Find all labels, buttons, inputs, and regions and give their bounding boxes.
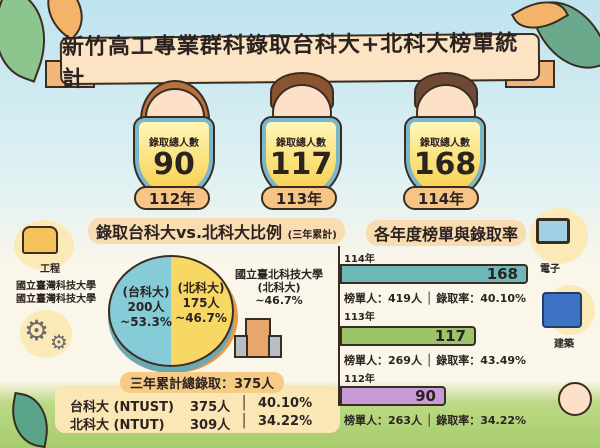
shield-label: 錄取總人數 bbox=[149, 138, 199, 149]
bar-112: 90 bbox=[340, 386, 446, 406]
year-badge: 113年 bbox=[261, 186, 337, 210]
slice-name: (北科大) bbox=[177, 281, 225, 295]
summary-title: 三年累計總錄取：375人 bbox=[120, 372, 285, 393]
ntut-pct: ~46.7% bbox=[255, 294, 303, 307]
slice-count: 200人 bbox=[127, 300, 165, 314]
ntut-abbr: (北科大) bbox=[257, 281, 301, 294]
ntut-name: 國立臺北科技大學 bbox=[235, 268, 323, 281]
gear-icon: ⚙ bbox=[50, 330, 68, 354]
pie-slice-ntust: (台科大) 200人 ~53.3% bbox=[118, 285, 174, 330]
count-shield: 錄取總人數 117 bbox=[260, 116, 342, 200]
building-icon bbox=[234, 335, 248, 358]
ntut-label: 國立臺北科技大學 (北科大) ~46.7% bbox=[235, 268, 323, 307]
building-icon bbox=[245, 318, 271, 358]
bar-year-label: 112年 bbox=[344, 374, 375, 385]
year-badge: 114年 bbox=[403, 186, 479, 210]
bar-stat: 榜單人：419人 │ 錄取率：40.10% bbox=[344, 292, 527, 305]
cheering-kid bbox=[558, 382, 592, 416]
slice-pct: ~46.7% bbox=[175, 311, 227, 325]
gear-icon: ⚙ bbox=[24, 314, 50, 347]
building-icon bbox=[268, 335, 282, 358]
train-icon bbox=[22, 226, 58, 254]
slice-name: (台科大) bbox=[122, 285, 170, 299]
bar-113: 117 bbox=[340, 326, 476, 346]
bar-section-title: 各年度榜單與錄取率 bbox=[366, 220, 527, 246]
count-shield: 錄取總人數 90 bbox=[133, 116, 215, 200]
pie-slice-ntut: (北科大) 175人 ~46.7% bbox=[172, 281, 230, 326]
pie-title-note: (三年累計) bbox=[287, 230, 337, 241]
summary-row: 北科大 (NTUT) 309人 │ 34.22% bbox=[70, 414, 312, 433]
architecture-label: 建築 bbox=[554, 339, 574, 350]
bar-axis bbox=[338, 246, 340, 406]
gears-icon bbox=[20, 310, 72, 358]
summary-school: 北科大 (NTUT) bbox=[70, 418, 165, 433]
shield-count: 117 bbox=[269, 147, 333, 182]
summary-row: 台科大 (NTUST) 375人 │ 40.10% bbox=[70, 396, 312, 415]
summary-rate: 34.22% bbox=[257, 414, 313, 429]
pie-title-text: 錄取台科大vs.北科大比例 bbox=[96, 223, 283, 242]
pie-section-title: 錄取台科大vs.北科大比例 (三年累計) bbox=[88, 218, 345, 244]
count-shield: 錄取總人數 168 bbox=[404, 116, 486, 200]
summary-count: 375人 bbox=[190, 400, 231, 415]
summary-sep: │ bbox=[240, 396, 248, 411]
pie-chart: (台科大) 200人 ~53.3% (北科大) 175人 ~46.7% bbox=[108, 255, 234, 367]
summary-count: 309人 bbox=[190, 418, 231, 433]
bar-stat: 榜單人：269人 │ 錄取率：43.49% bbox=[344, 354, 527, 367]
bar-114: 168 bbox=[340, 264, 528, 284]
bar-stat: 榜單人：263人 │ 錄取率：34.22% bbox=[344, 414, 527, 427]
summary-school: 台科大 (NTUST) bbox=[70, 400, 174, 415]
leaf-decoration bbox=[5, 391, 55, 448]
shield-label: 錄取總人數 bbox=[276, 138, 326, 149]
shield-label: 錄取總人數 bbox=[420, 138, 470, 149]
shield-count: 168 bbox=[413, 147, 477, 182]
slice-pct: ~53.3% bbox=[120, 315, 172, 329]
blueprint-icon bbox=[542, 292, 582, 328]
electronics-label: 電子 bbox=[540, 264, 560, 275]
ntust-label: 國立臺灣科技大學 bbox=[16, 281, 96, 292]
bar-year-label: 113年 bbox=[344, 312, 375, 323]
bar-year-label: 114年 bbox=[344, 254, 375, 265]
shield-count: 90 bbox=[153, 147, 195, 182]
summary-sep: │ bbox=[240, 414, 248, 429]
year-badge: 112年 bbox=[134, 186, 210, 210]
engineering-label: 工程 bbox=[40, 264, 60, 275]
summary-box bbox=[55, 385, 340, 433]
computer-icon bbox=[536, 218, 570, 244]
summary-rate: 40.10% bbox=[257, 396, 313, 411]
ntust-label-2: 國立臺灣科技大學 bbox=[16, 294, 96, 305]
slice-count: 175人 bbox=[182, 296, 220, 310]
